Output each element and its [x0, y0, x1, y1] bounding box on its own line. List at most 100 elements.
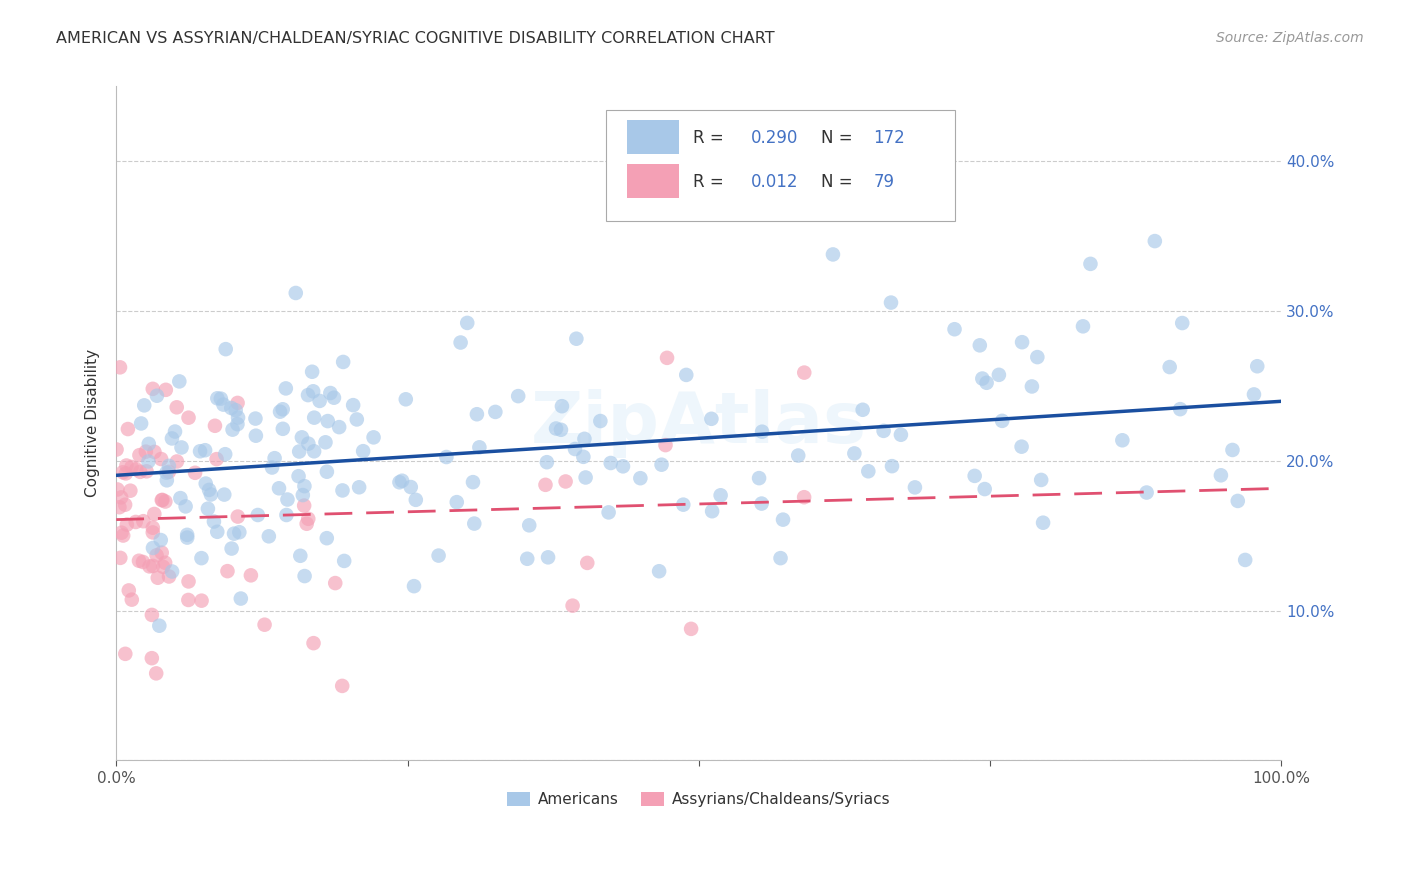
Point [651, 458, 673, 472]
Point [108, 500, 131, 515]
Point [138, 437, 160, 451]
Point [226, 410, 249, 425]
Point [880, 295, 903, 310]
Point [450, 335, 472, 350]
Point [700, 504, 723, 518]
Point [219, 401, 242, 415]
Point [157, 465, 180, 479]
Point [290, 549, 312, 563]
Point [156, 473, 179, 487]
Point [120, 483, 142, 498]
Point [221, 541, 243, 556]
Point [246, 508, 269, 522]
Point [142, 558, 165, 573]
Point [150, 452, 173, 467]
Point [681, 622, 703, 636]
Point [294, 569, 316, 583]
Text: 0.290: 0.290 [751, 129, 799, 147]
Point [943, 322, 966, 336]
Point [793, 366, 815, 380]
Point [1026, 350, 1049, 364]
Point [1171, 316, 1194, 330]
Point [145, 666, 167, 681]
Point [150, 546, 173, 560]
Point [135, 464, 157, 478]
Point [537, 550, 560, 565]
Point [302, 444, 325, 458]
Point [972, 371, 994, 385]
Point [1143, 234, 1166, 248]
Point [214, 447, 236, 461]
Point [315, 531, 337, 545]
Point [297, 512, 319, 526]
Bar [627, 164, 679, 197]
Point [821, 247, 844, 261]
Point [508, 389, 530, 403]
Point [1226, 494, 1249, 508]
Point [166, 454, 188, 468]
Point [269, 405, 291, 419]
Point [735, 192, 758, 206]
Point [177, 574, 200, 589]
Point [904, 480, 927, 494]
Point [628, 471, 651, 485]
Point [858, 464, 880, 478]
Point [427, 549, 450, 563]
Point [751, 497, 773, 511]
Point [110, 491, 132, 505]
Point [115, 458, 138, 473]
Point [852, 402, 875, 417]
Point [516, 551, 538, 566]
Text: R =: R = [693, 129, 728, 147]
Point [675, 368, 697, 382]
Point [572, 450, 595, 464]
Point [229, 591, 252, 606]
Point [655, 351, 678, 365]
Point [157, 569, 180, 583]
Point [295, 516, 318, 531]
Point [143, 507, 166, 521]
Point [155, 466, 177, 480]
Point [153, 556, 176, 570]
Point [612, 459, 634, 474]
Point [105, 442, 128, 457]
Point [333, 554, 356, 568]
Point [152, 559, 174, 574]
Point [204, 418, 226, 433]
Point [973, 482, 995, 496]
Point [288, 444, 311, 458]
Point [769, 551, 792, 566]
Text: Source: ZipAtlas.com: Source: ZipAtlas.com [1216, 31, 1364, 45]
Point [117, 422, 139, 436]
Point [155, 494, 177, 508]
Point [648, 564, 671, 578]
Point [226, 509, 249, 524]
Point [132, 514, 155, 528]
Point [166, 401, 188, 415]
Point [1234, 553, 1257, 567]
Point [589, 414, 612, 428]
Point [1080, 257, 1102, 271]
Point [534, 478, 557, 492]
Point [456, 316, 478, 330]
Point [302, 384, 325, 399]
Text: N =: N = [821, 173, 858, 191]
Point [142, 382, 165, 396]
Point [194, 443, 217, 458]
Point [170, 441, 193, 455]
Point [598, 505, 620, 519]
Point [561, 599, 583, 613]
Point [115, 467, 138, 481]
Point [292, 499, 315, 513]
Point [135, 444, 157, 458]
Point [363, 430, 385, 444]
Point [260, 460, 283, 475]
Point [844, 446, 866, 460]
Point [793, 490, 815, 504]
Legend: Americans, Assyrians/Chaldeans/Syriacs: Americans, Assyrians/Chaldeans/Syriacs [501, 786, 897, 814]
Point [751, 425, 773, 439]
Point [319, 386, 342, 401]
Point [263, 451, 285, 466]
Point [190, 593, 212, 607]
Point [111, 465, 134, 479]
